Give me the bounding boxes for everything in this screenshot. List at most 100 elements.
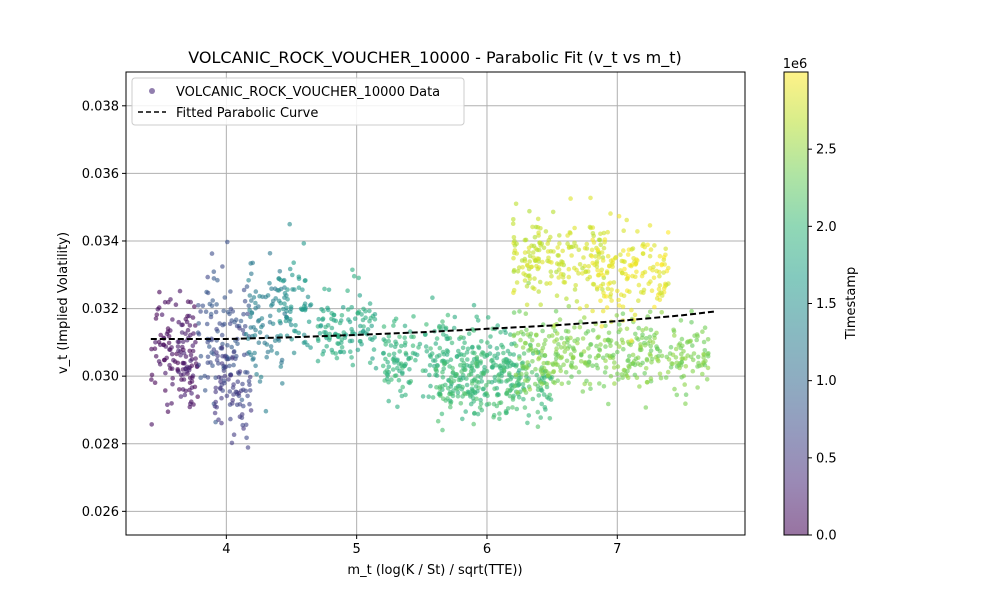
scatter-point (611, 352, 616, 358)
scatter-point (356, 309, 362, 314)
scatter-point (268, 344, 274, 349)
scatter-point (445, 349, 451, 354)
scatter-point (644, 356, 650, 362)
scatter-point (496, 377, 502, 383)
scatter-point (503, 410, 509, 416)
scatter-point (408, 379, 414, 384)
scatter-point (337, 349, 343, 355)
scatter-point (511, 217, 516, 222)
scatter-point (669, 361, 674, 366)
scatter-point (345, 307, 351, 312)
scatter-point (615, 288, 620, 294)
scatter-point (241, 426, 246, 431)
scatter-point (349, 305, 355, 310)
scatter-point (349, 355, 354, 360)
scatter-point (219, 345, 225, 350)
scatter-point (403, 392, 408, 398)
scatter-point (474, 396, 479, 402)
scatter-point (485, 340, 490, 345)
scatter-point (589, 247, 595, 253)
scatter-point (301, 241, 307, 246)
scatter-point (554, 337, 560, 342)
scatter-point (519, 258, 525, 263)
scatter-point (413, 357, 418, 363)
scatter-point (519, 371, 524, 377)
scatter-point (514, 406, 520, 412)
scatter-point (521, 365, 526, 371)
scatter-point (187, 375, 193, 381)
scatter-point (647, 223, 653, 228)
scatter-point (231, 382, 236, 387)
scatter-point (556, 342, 561, 347)
chart-title: VOLCANIC_ROCK_VOUCHER_10000 - Parabolic … (188, 48, 682, 68)
scatter-point (615, 364, 621, 369)
scatter-point (535, 266, 541, 272)
scatter-point (690, 357, 696, 363)
scatter-point (618, 252, 623, 257)
scatter-point (149, 372, 155, 378)
scatter-point (595, 247, 601, 253)
scatter-point (198, 353, 204, 359)
scatter-point (684, 340, 690, 345)
scatter-point (606, 330, 612, 336)
scatter-point (230, 356, 235, 361)
scatter-point (498, 330, 503, 335)
scatter-point (626, 364, 631, 369)
scatter-point (166, 340, 172, 346)
scatter-point (640, 360, 645, 366)
scatter-point (280, 381, 285, 386)
scatter-point (381, 324, 387, 329)
scatter-point (564, 358, 570, 364)
scatter-point (543, 229, 549, 234)
scatter-point (198, 309, 203, 314)
scatter-point (185, 327, 191, 333)
colorbar: 1e6 0.0 0.5 1.0 1.5 2.0 2.5 Timestamp (783, 57, 859, 544)
x-axis-title: m_t (log(K / St) / sqrt(TTE)) (347, 563, 522, 578)
scatter-point (357, 293, 363, 298)
scatter-point (569, 253, 574, 258)
scatter-point (245, 311, 250, 317)
scatter-point (342, 335, 348, 341)
scatter-point (399, 393, 405, 399)
scatter-point (337, 320, 343, 326)
scatter-point (621, 293, 627, 299)
scatter-point (511, 255, 516, 261)
scatter-point (511, 352, 516, 357)
scatter-point (582, 263, 587, 269)
scatter-point (701, 352, 706, 357)
scatter-point (241, 352, 247, 358)
scatter-point (603, 365, 609, 370)
scatter-point (643, 326, 649, 331)
scatter-point (178, 394, 184, 399)
scatter-point (170, 381, 175, 387)
scatter-point (442, 360, 447, 366)
scatter-point (564, 296, 569, 302)
scatter-point (169, 351, 175, 357)
scatter-point (269, 303, 274, 308)
scatter-point (427, 372, 432, 378)
scatter-point (576, 369, 582, 375)
scatter-point (339, 340, 344, 346)
scatter-point (636, 282, 642, 288)
scatter-point (627, 289, 632, 295)
scatter-point (262, 340, 268, 346)
scatter-point (176, 348, 181, 354)
scatter-point (282, 290, 288, 296)
scatter-point (557, 241, 562, 246)
scatter-point (217, 321, 222, 326)
scatter-point (170, 317, 175, 322)
plot-area: 4 5 6 7 0.026 0.028 0.030 0.032 0.034 0.036 0.038 (82, 71, 746, 557)
scatter-point (440, 319, 445, 324)
scatter-point (541, 245, 547, 251)
scatter-point (574, 299, 580, 304)
scatter-point (621, 367, 627, 373)
scatter-point (214, 302, 219, 307)
scatter-point (249, 311, 255, 316)
scatter-point (690, 368, 696, 374)
scatter-point (677, 365, 682, 371)
scatter-point (594, 343, 599, 349)
scatter-point (525, 420, 530, 426)
scatter-point (247, 350, 252, 355)
scatter-point (188, 358, 193, 364)
scatter-point (315, 358, 321, 364)
